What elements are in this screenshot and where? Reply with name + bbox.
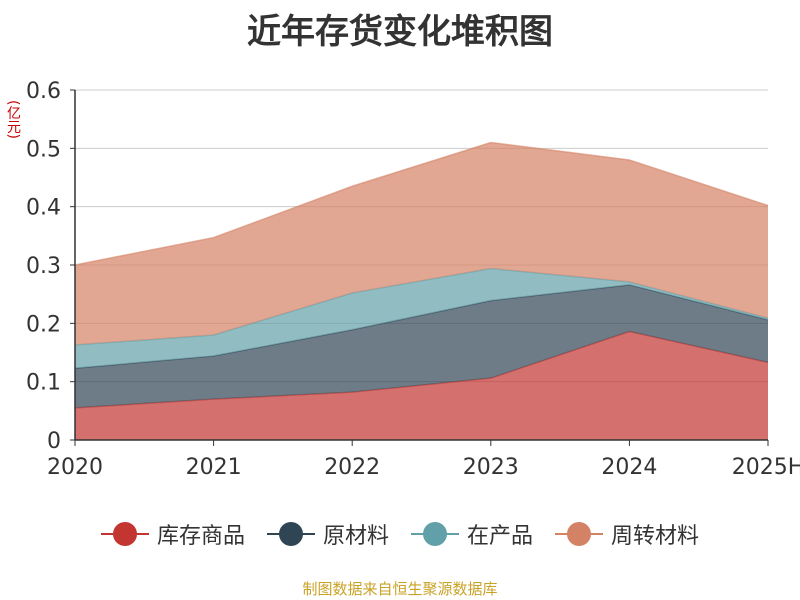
x-tick-label: 2024 [601,455,657,480]
legend-label: 周转材料 [611,524,700,549]
legend-item-2[interactable]: 在产品 [411,518,533,550]
y-tick-label: 0.4 [26,196,61,221]
x-tick-label: 2025H [732,455,800,480]
area-series-1 [75,284,768,408]
legend-item-1[interactable]: 原材料 [266,518,389,550]
series-line-0 [74,330,769,409]
data-source-note: 制图数据来自恒生聚源数据库 [302,580,498,598]
y-tick-label: 0.1 [26,371,61,396]
y-axis-unit-label: (亿元) [5,100,21,139]
legend-item-3[interactable]: 周转材料 [555,518,699,550]
x-tick-label: 2021 [186,455,242,480]
legend-label: 在产品 [467,524,534,549]
chart-legend: 库存商品 原材料 在产品 周转材料 [0,518,800,550]
area-series-3 [75,142,768,345]
legend-swatch [266,521,315,547]
x-tick-label: 2020 [47,455,103,480]
x-tick-label: 2023 [463,455,519,480]
y-tick-label: 0.6 [26,79,61,104]
x-tick-label: 2022 [324,455,380,480]
legend-dot [423,522,447,546]
y-tick-label: 0.5 [26,137,61,162]
legend-dot [278,522,303,546]
legend-dot [112,522,137,546]
legend-label: 库存商品 [156,524,245,549]
legend-dot [567,522,592,546]
area-series-2 [75,268,768,369]
legend-swatch [100,521,149,547]
y-tick-label: 0.3 [26,254,61,279]
series-line-3 [74,141,769,266]
legend-item-0[interactable]: 库存商品 [100,518,245,550]
legend-label: 原材料 [322,524,389,549]
chart-title: 近年存货变化堆积图 [247,12,553,52]
legend-swatch [411,521,459,547]
y-tick-label: 0 [47,429,61,454]
y-tick-label: 0.2 [26,312,61,337]
legend-swatch [555,521,604,547]
